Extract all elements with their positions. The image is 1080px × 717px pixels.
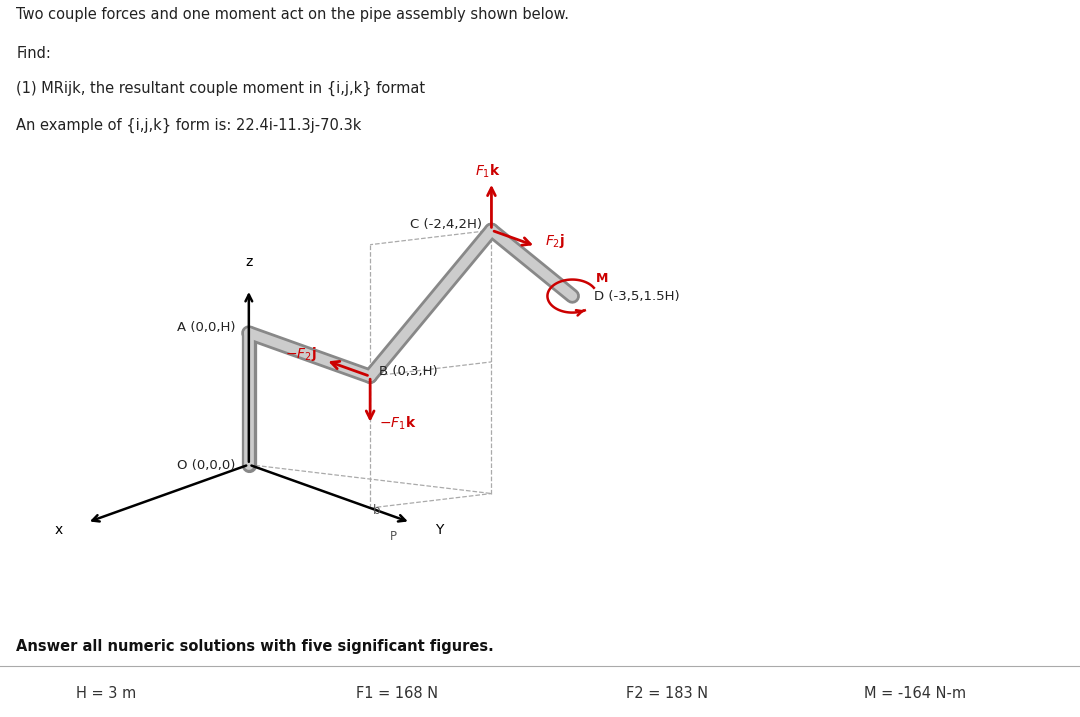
Text: $-F_1$k: $-F_1$k (379, 414, 417, 432)
Text: z: z (245, 255, 253, 269)
Text: O (0,0,0): O (0,0,0) (177, 459, 235, 472)
Text: x: x (55, 523, 63, 536)
Text: Two couple forces and one moment act on the pipe assembly shown below.: Two couple forces and one moment act on … (16, 7, 569, 22)
Text: $F_2$j: $F_2$j (545, 232, 565, 250)
Text: F1 = 168 N: F1 = 168 N (356, 686, 438, 701)
Text: M = -164 N-m: M = -164 N-m (864, 686, 967, 701)
Text: $F_1$k: $F_1$k (474, 163, 500, 180)
Text: A (0,0,H): A (0,0,H) (177, 321, 235, 334)
Text: D (-3,5,1.5H): D (-3,5,1.5H) (594, 290, 679, 303)
Text: B (0,3,H): B (0,3,H) (379, 365, 438, 379)
Text: b: b (374, 504, 381, 517)
Text: H = 3 m: H = 3 m (76, 686, 136, 701)
Text: $-F_2$j: $-F_2$j (285, 345, 316, 363)
Text: An example of {i,j,k} form is: 22.4i-11.3j-70.3k: An example of {i,j,k} form is: 22.4i-11.… (16, 118, 362, 133)
Text: Find:: Find: (16, 46, 51, 61)
Text: Y: Y (434, 523, 443, 536)
Text: Answer all numeric solutions with five significant figures.: Answer all numeric solutions with five s… (16, 639, 494, 654)
Text: M: M (596, 272, 608, 285)
Text: F2 = 183 N: F2 = 183 N (626, 686, 708, 701)
Text: C (-2,4,2H): C (-2,4,2H) (409, 218, 482, 231)
Text: P: P (390, 530, 397, 543)
Text: (1) MRijk, the resultant couple moment in {i,j,k} format: (1) MRijk, the resultant couple moment i… (16, 80, 426, 95)
